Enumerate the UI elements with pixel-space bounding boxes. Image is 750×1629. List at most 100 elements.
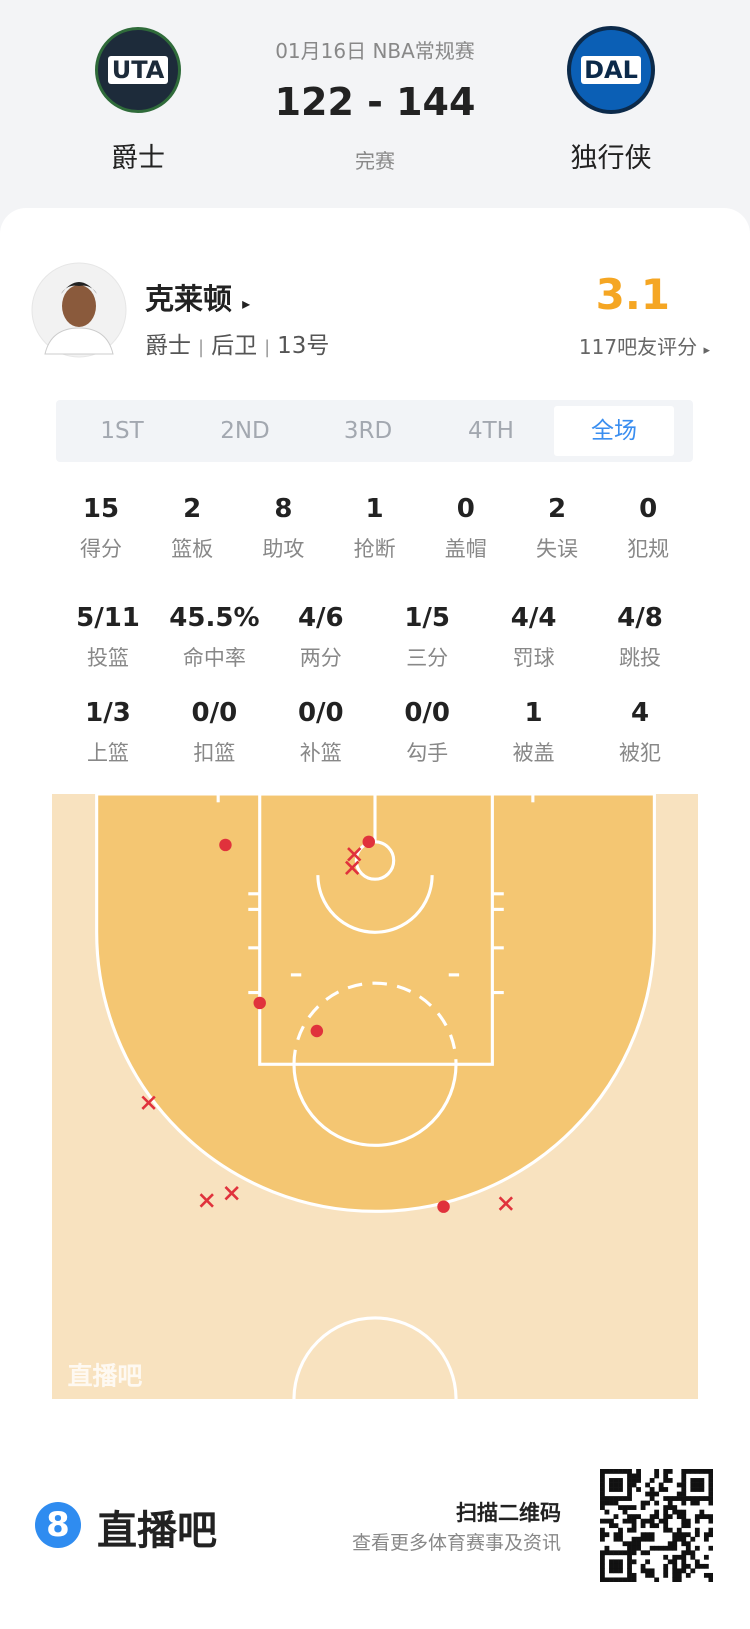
qr-cell — [694, 1532, 700, 1538]
qr-cell — [672, 1541, 678, 1547]
qr-cell — [600, 1505, 605, 1510]
score: 122 - 144 — [274, 80, 476, 124]
qr-cell — [676, 1577, 682, 1582]
period-tab[interactable]: 全场 — [554, 406, 674, 456]
period-tab[interactable]: 2ND — [220, 418, 270, 444]
made-shots — [219, 835, 450, 1213]
qr-cell — [672, 1572, 678, 1578]
qr-cell — [613, 1482, 619, 1488]
stat-value: 5/11 — [76, 603, 140, 633]
qr-cell — [600, 1491, 605, 1497]
qr-cell — [676, 1554, 682, 1560]
stat-label: 投篮 — [87, 646, 129, 670]
qr-cell — [636, 1514, 641, 1520]
qr-cell — [654, 1545, 660, 1551]
qr-cell — [690, 1469, 696, 1474]
qr-cell — [627, 1482, 632, 1488]
qr-cell — [618, 1478, 623, 1483]
avatar[interactable] — [31, 262, 127, 358]
period-tab[interactable]: 1ST — [100, 418, 144, 444]
qr-cell — [663, 1514, 669, 1520]
qr-cell — [663, 1554, 669, 1560]
qr-cell — [672, 1545, 678, 1551]
qr-cell — [685, 1563, 691, 1569]
qr-cell — [703, 1536, 709, 1542]
qr-cell — [658, 1518, 664, 1524]
qr-cell — [703, 1572, 709, 1578]
qr-cell — [681, 1541, 687, 1547]
qr-cell — [613, 1532, 619, 1538]
missed-shots — [141, 847, 514, 1211]
qr-cell — [690, 1536, 696, 1542]
rating-label[interactable]: 117吧友评分 ▸ — [578, 335, 710, 359]
period-tab[interactable]: 3RD — [343, 418, 393, 444]
qr-cell — [627, 1469, 632, 1474]
qr-cell — [681, 1536, 687, 1542]
qr-cell — [618, 1577, 623, 1582]
qr-cell — [640, 1550, 646, 1556]
qr-cell — [690, 1478, 696, 1483]
qr-cell — [609, 1523, 614, 1529]
qr-cell — [613, 1469, 619, 1474]
qr-cell — [627, 1496, 632, 1501]
qr-cell — [685, 1469, 691, 1474]
qr-cell — [600, 1536, 605, 1542]
qr-cell — [640, 1518, 646, 1524]
qr-cell — [663, 1509, 669, 1515]
qr-cell — [694, 1545, 700, 1551]
qr-cell — [667, 1559, 673, 1565]
qr-cell — [681, 1514, 687, 1520]
qr-cell — [645, 1491, 651, 1497]
qr-cell — [618, 1469, 623, 1474]
separator: | — [198, 337, 205, 358]
qr-cell — [627, 1572, 632, 1578]
qr-cell — [681, 1518, 687, 1524]
player-name[interactable]: 克莱顿 ▸ — [145, 282, 251, 316]
period-tab[interactable]: 4TH — [468, 418, 514, 444]
qr-cell — [613, 1496, 619, 1501]
qr-cell — [672, 1496, 678, 1501]
qr-cell — [649, 1545, 655, 1551]
qr-cell — [600, 1478, 605, 1483]
stat-value: 2 — [547, 494, 567, 524]
qr-cell — [609, 1550, 614, 1556]
qr-cell — [627, 1491, 632, 1497]
qr-cell — [627, 1577, 632, 1582]
made-shot — [219, 838, 232, 852]
qr-cell — [694, 1559, 700, 1565]
stat-label: 补篮 — [299, 741, 342, 765]
qr-cell — [604, 1500, 610, 1506]
qr-cell — [681, 1509, 687, 1515]
qr-cell — [703, 1514, 709, 1520]
qr-cell — [690, 1496, 696, 1501]
qr-cell — [600, 1518, 605, 1524]
made-shot — [437, 1200, 450, 1213]
qr-cell — [609, 1478, 614, 1483]
qr-cell — [681, 1478, 687, 1483]
qr-cell — [672, 1554, 678, 1560]
qr-cell — [622, 1577, 628, 1582]
qr-cell — [613, 1500, 619, 1506]
missed-shot — [347, 847, 362, 862]
qr-cell — [694, 1500, 700, 1506]
qr-cell — [654, 1491, 660, 1497]
stat-value: 0/0 — [191, 698, 238, 728]
qr-cell — [654, 1514, 660, 1520]
qr-cell — [681, 1532, 687, 1538]
qr-cell — [604, 1518, 610, 1524]
stat-label: 勾手 — [406, 741, 449, 765]
qr-cell — [640, 1532, 646, 1538]
qr-cell — [636, 1487, 641, 1492]
qr-cell — [613, 1568, 619, 1574]
qr-cell — [631, 1541, 637, 1547]
qr-cell — [672, 1532, 678, 1538]
qr-cell — [667, 1500, 673, 1506]
qr-cell — [622, 1509, 628, 1515]
qr-cell — [649, 1496, 655, 1501]
qr-cell — [667, 1478, 673, 1483]
qr-cell — [667, 1514, 673, 1520]
stat-label: 上篮 — [87, 741, 129, 765]
qr-cell — [613, 1563, 619, 1569]
qr-cell — [676, 1482, 682, 1488]
qr-cell — [672, 1509, 678, 1515]
